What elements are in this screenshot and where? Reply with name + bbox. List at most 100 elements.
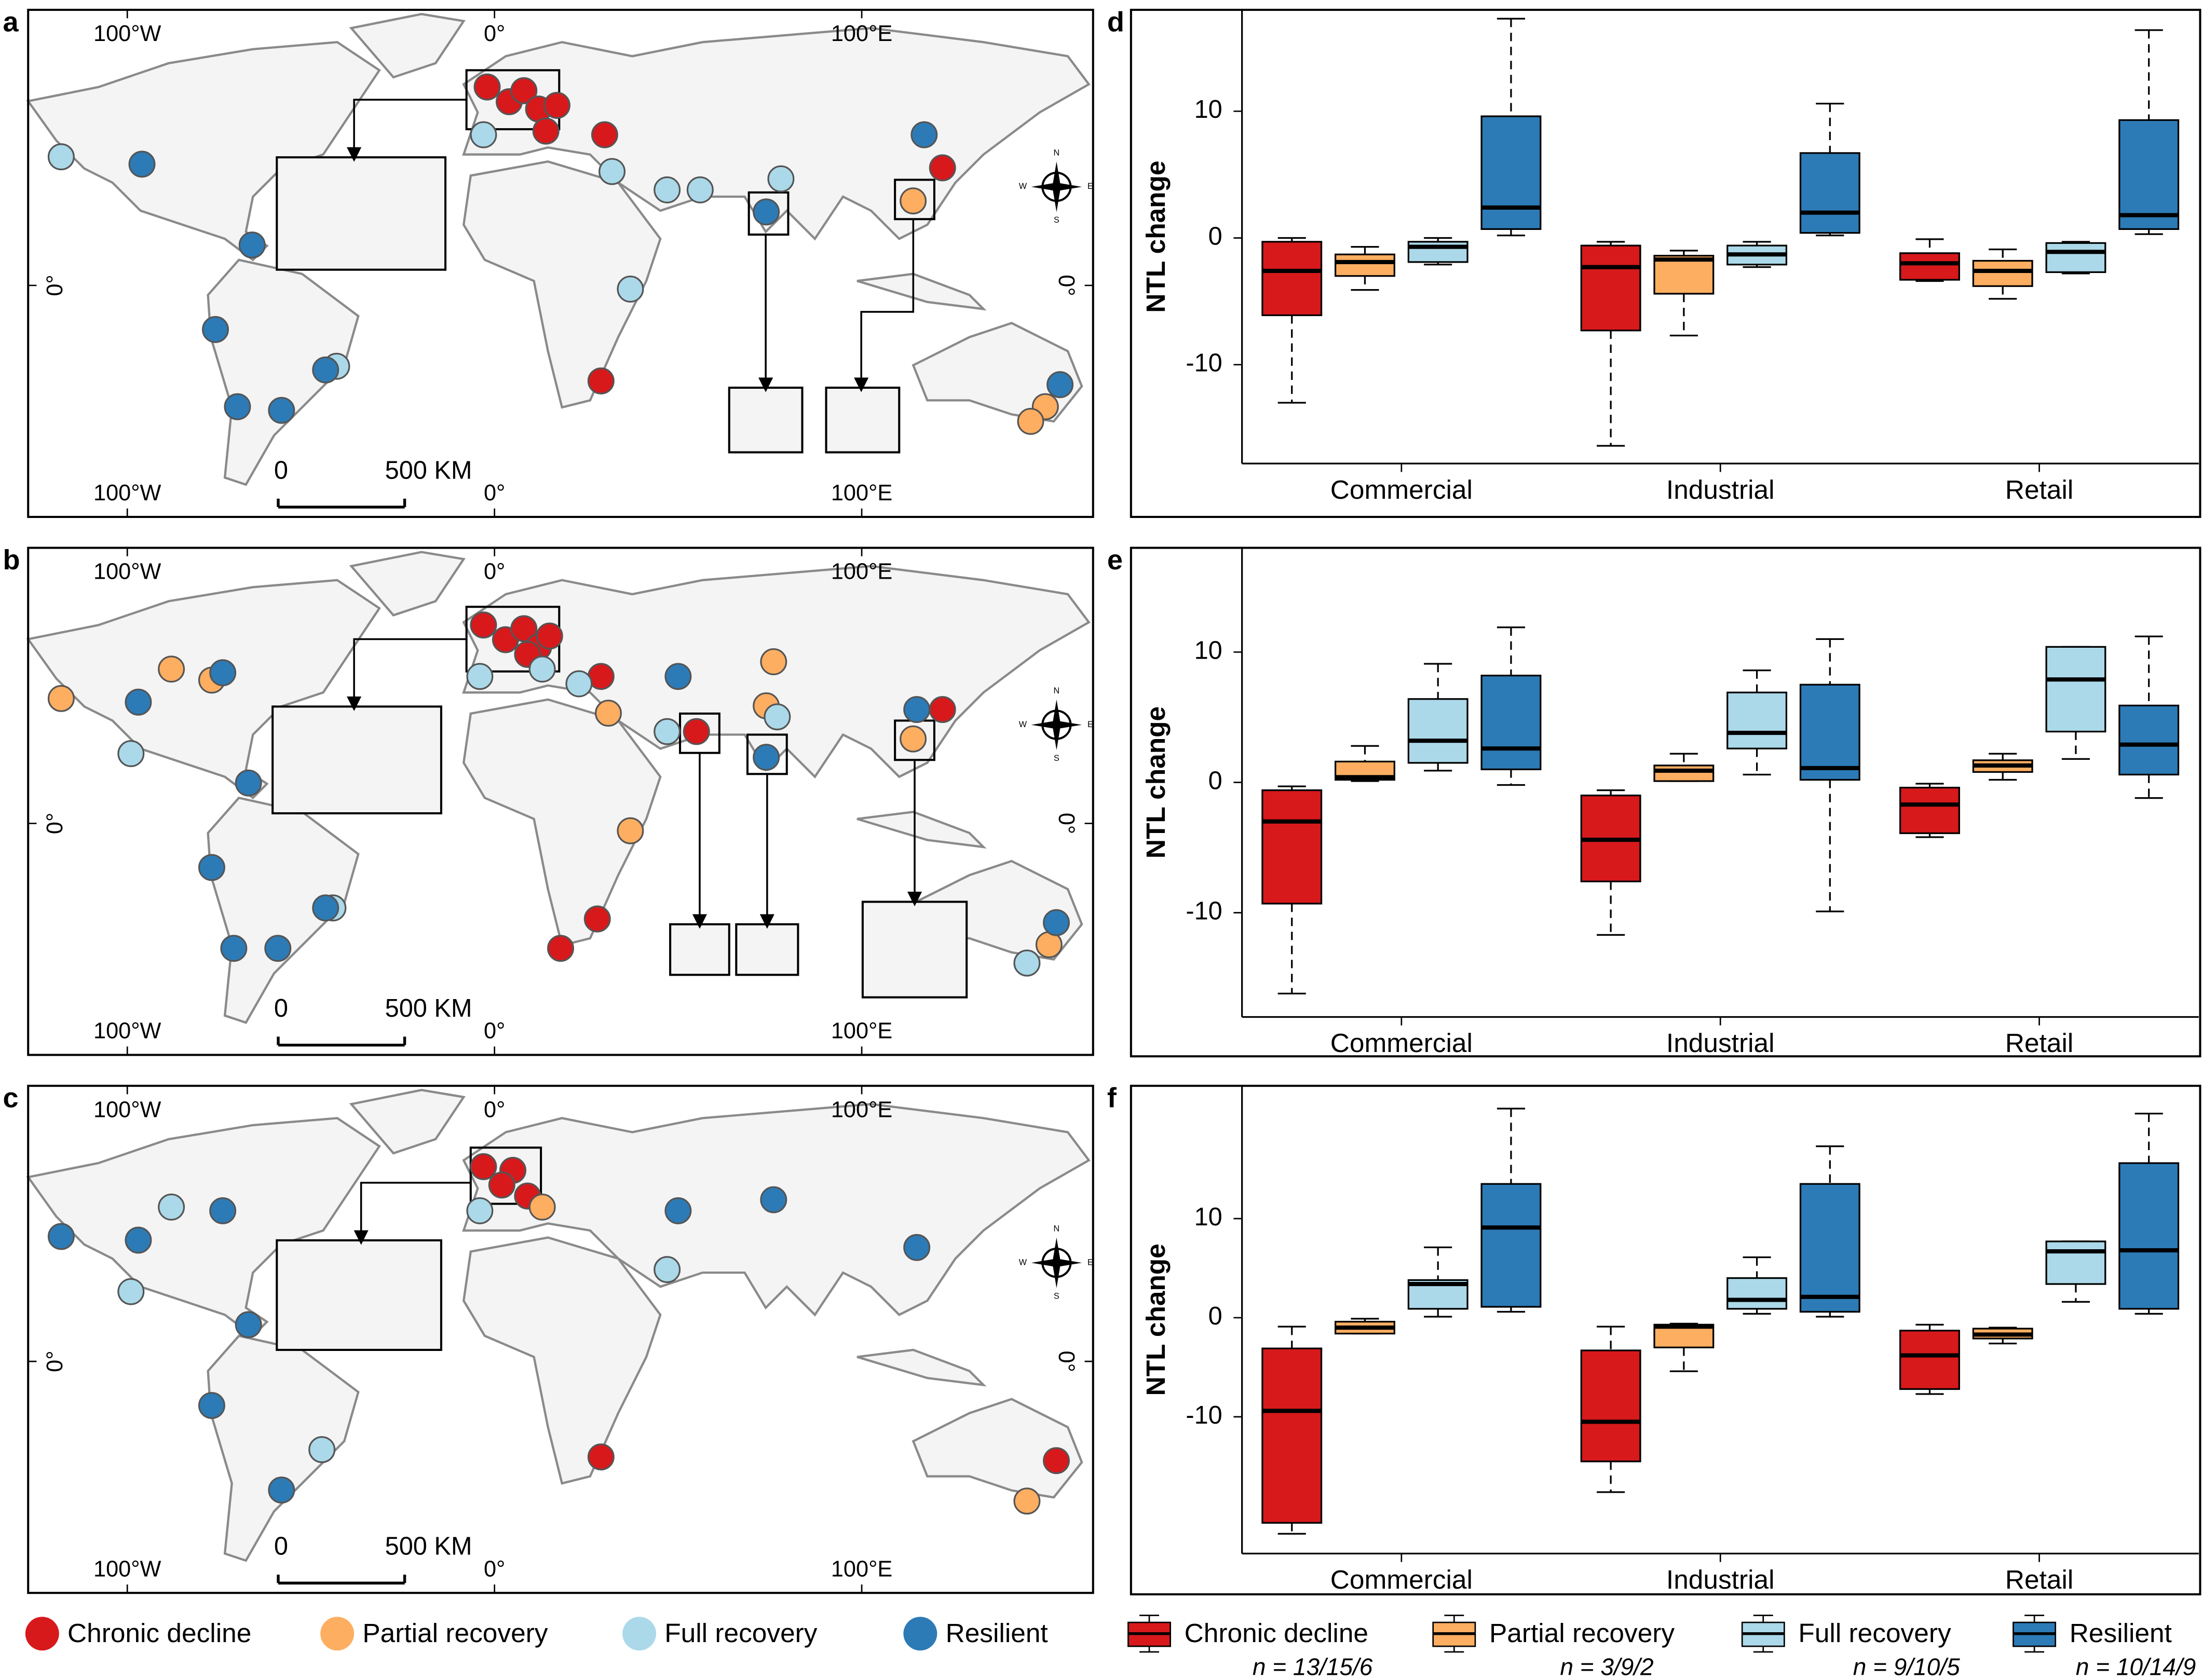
box	[1899, 1330, 1960, 1390]
site-marker	[565, 670, 593, 698]
site-marker	[238, 231, 266, 259]
x-tick-label: 0°	[484, 1019, 505, 1044]
legend-label: Chronic decline	[1185, 1618, 1368, 1648]
x-tick-label: Retail	[2005, 1028, 2073, 1058]
legend-count: n = 10/14/9	[2076, 1654, 2196, 1680]
site-marker	[532, 117, 560, 145]
panel-label: e	[1107, 544, 1123, 576]
site-marker	[929, 154, 956, 182]
legend-label: Resilient	[2070, 1618, 2172, 1648]
panel-label: a	[3, 6, 19, 37]
site-marker	[1013, 1487, 1041, 1515]
site-marker	[1046, 371, 1074, 399]
y-tick-label: 0°	[43, 813, 67, 834]
site-marker	[903, 696, 931, 723]
site-marker	[470, 611, 497, 639]
y-tick-label: 10	[1194, 636, 1222, 664]
y-tick-label: 0°	[43, 275, 67, 296]
site-marker	[488, 1171, 515, 1199]
site-marker	[599, 158, 626, 185]
x-tick-label: 0°	[484, 1556, 505, 1581]
box	[1335, 253, 1395, 277]
site-marker	[591, 121, 618, 148]
legend-count: n = 9/10/5	[1853, 1654, 1960, 1680]
site-marker	[686, 176, 714, 203]
box	[1480, 675, 1542, 771]
x-tick-label: 100°E	[831, 1019, 892, 1044]
site-marker	[583, 905, 611, 933]
site-marker	[264, 935, 292, 962]
site-marker	[224, 393, 251, 420]
site-marker	[900, 725, 927, 753]
site-marker	[47, 685, 75, 712]
site-marker	[617, 817, 644, 844]
site-marker	[209, 659, 237, 687]
site-marker	[543, 92, 570, 119]
y-tick-label: 0	[1208, 222, 1222, 250]
site-marker	[117, 740, 145, 768]
box	[1726, 691, 1788, 749]
y-tick-label: 0°	[1054, 275, 1079, 296]
box	[1480, 115, 1542, 230]
site-marker	[198, 1392, 225, 1419]
site-marker	[900, 187, 927, 215]
site-marker	[312, 356, 339, 384]
compass-label: S	[1054, 754, 1059, 763]
box	[1653, 255, 1715, 295]
scale-label: 0	[274, 456, 288, 484]
x-tick-label: 0°	[484, 559, 505, 584]
site-marker	[664, 663, 692, 690]
compass-label: W	[1019, 720, 1027, 729]
panel-label: d	[1107, 6, 1124, 37]
insets	[271, 69, 968, 1351]
legend-label: Partial recovery	[362, 1618, 548, 1648]
site-marker	[617, 276, 644, 303]
site-marker	[47, 143, 75, 171]
x-tick-label: 0°	[484, 481, 505, 506]
legend-label: Chronic decline	[67, 1618, 251, 1648]
site-marker	[158, 655, 185, 683]
box	[1407, 698, 1468, 764]
site-marker	[473, 73, 501, 101]
site-marker	[764, 703, 791, 731]
x-tick-label: Commercial	[1330, 1028, 1473, 1058]
x-tick-label: 100°E	[831, 1097, 892, 1122]
compass-label: N	[1054, 148, 1060, 157]
site-marker	[308, 1436, 336, 1464]
y-tick-label: -10	[1186, 897, 1222, 925]
box	[2045, 242, 2106, 274]
y-tick-label: 10	[1194, 1203, 1222, 1231]
site-marker	[268, 397, 295, 424]
site-marker	[125, 1226, 152, 1254]
x-tick-label: Industrial	[1666, 474, 1775, 504]
y-axis-title: NTL change	[1140, 160, 1171, 312]
y-tick-label: 0	[1208, 1302, 1222, 1330]
y-tick-label: 0°	[43, 1350, 67, 1372]
scale-label: 0	[274, 994, 288, 1022]
x-tick-label: 100°E	[831, 1556, 892, 1581]
plot-frame	[1130, 8, 2201, 518]
site-marker	[528, 655, 556, 683]
box	[1899, 252, 1960, 281]
compass-label: N	[1054, 686, 1060, 695]
panel-label: b	[3, 544, 20, 576]
legend-label: Partial recovery	[1489, 1618, 1675, 1648]
site-marker	[510, 615, 538, 643]
site-marker	[235, 769, 262, 797]
compass-label: N	[1054, 1224, 1060, 1233]
site-marker	[903, 1234, 931, 1261]
site-marker	[125, 688, 152, 716]
site-marker	[587, 1443, 615, 1471]
y-tick-label: -10	[1186, 349, 1222, 377]
x-tick-label: Retail	[2005, 474, 2073, 504]
site-marker	[753, 198, 780, 226]
y-axis-title: NTL change	[1140, 706, 1171, 858]
legend-count: n = 13/15/6	[1253, 1654, 1373, 1680]
map-frame	[27, 547, 1094, 1056]
site-marker	[466, 1197, 494, 1224]
compass	[1031, 1237, 1082, 1288]
site-marker	[753, 744, 780, 771]
site-marker	[128, 151, 156, 178]
compass-label: E	[1087, 720, 1093, 729]
x-tick-label: 100°W	[93, 1556, 161, 1581]
